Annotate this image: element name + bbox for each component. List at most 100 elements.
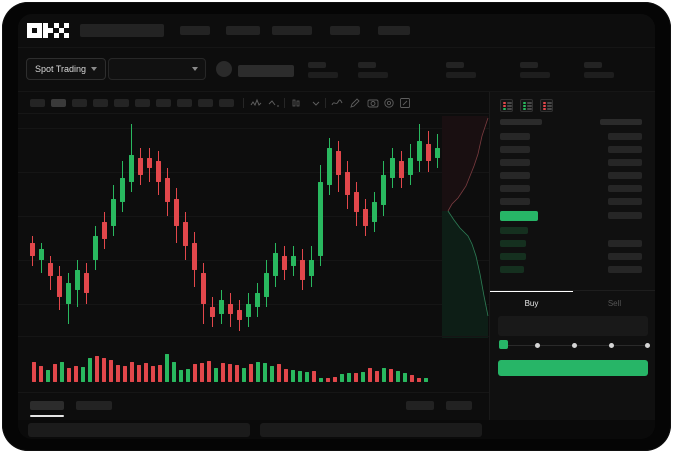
camera-icon[interactable] [367, 97, 379, 109]
volume-bar [403, 373, 407, 382]
orderbook-ask-amount [608, 198, 642, 205]
volume-bar [151, 366, 155, 382]
nav-item-4[interactable] [330, 26, 360, 35]
line-chart-icon[interactable] [331, 97, 343, 109]
volume-bar [263, 363, 267, 382]
volume-bar [312, 371, 316, 382]
orderbook-bids-icon[interactable] [520, 99, 533, 112]
nav-item-3[interactable] [272, 26, 312, 35]
orderbook-ask-amount [608, 133, 642, 140]
orderbook-asks-icon[interactable] [540, 99, 553, 112]
spot-trading-dropdown[interactable]: Spot Trading [26, 58, 107, 80]
tab-open-orders[interactable] [30, 401, 64, 410]
volume-bar [361, 372, 365, 382]
field-amount[interactable] [498, 316, 648, 332]
volume-bar [144, 363, 148, 382]
orderbook-bid-row[interactable] [500, 266, 524, 273]
candlestick-chart[interactable] [18, 114, 489, 334]
pair-select-dropdown[interactable] [108, 58, 206, 80]
action-cancel-all[interactable] [446, 401, 472, 410]
slider-stop-100[interactable] [645, 343, 650, 348]
chart-type-icon[interactable] [268, 97, 280, 109]
buy-sell-tabs: Buy Sell [490, 290, 655, 314]
volume-bar [172, 362, 176, 382]
okx-logo[interactable] [27, 23, 69, 38]
volume-bar [221, 363, 225, 382]
amount-slider-handle[interactable] [499, 340, 508, 349]
orderbook-ask-row[interactable] [500, 198, 530, 205]
pencil-icon[interactable] [349, 97, 361, 109]
orderbook-ask-row[interactable] [500, 133, 530, 140]
tab-order-history[interactable] [76, 401, 112, 410]
nav-item-2[interactable] [226, 26, 260, 35]
chevron-down-icon[interactable] [310, 97, 322, 109]
volume-bar [130, 362, 134, 382]
top-header [18, 14, 655, 48]
settings-icon[interactable] [383, 97, 395, 109]
bottom-block-right[interactable] [260, 423, 482, 437]
chart-toolbar [18, 92, 489, 114]
stat-24h-turnover [584, 62, 614, 78]
nav-item-5[interactable] [378, 26, 410, 35]
timeframe-30m[interactable] [93, 99, 108, 107]
nav-item-1[interactable] [180, 26, 210, 35]
timeframe-1h[interactable] [114, 99, 129, 107]
volume-bar [81, 367, 85, 382]
volume-bar [200, 363, 204, 382]
timeframe-15m[interactable] [72, 99, 87, 107]
slider-stop-25[interactable] [535, 343, 540, 348]
timeframe-5m[interactable] [51, 99, 66, 107]
volume-bar [109, 360, 113, 382]
stat-24h-high [358, 62, 388, 78]
candle-icon[interactable] [290, 97, 302, 109]
volume-bar [158, 365, 162, 382]
fullscreen-icon[interactable] [399, 97, 411, 109]
tab-sell[interactable]: Sell [573, 291, 655, 315]
orderbook-ask-row[interactable] [500, 185, 530, 192]
volume-bar [46, 370, 50, 382]
orderbook-both-icon[interactable] [500, 99, 513, 112]
volume-bar [242, 368, 246, 382]
search-input[interactable] [80, 24, 164, 37]
orderbook-bid-row[interactable] [500, 227, 528, 234]
orderbook-mark-price[interactable] [500, 211, 538, 221]
orderbook-bid-row[interactable] [500, 240, 526, 247]
volume-bar [410, 375, 414, 382]
volume-bar [389, 369, 393, 382]
slider-stop-50[interactable] [572, 343, 577, 348]
orderbook-header-price [500, 119, 542, 125]
volume-bar [340, 374, 344, 382]
volume-bar [207, 361, 211, 382]
action-hide-other-pairs[interactable] [406, 401, 434, 410]
slider-stop-75[interactable] [609, 343, 614, 348]
orderbook-ask-amount [608, 159, 642, 166]
timeframe-1d[interactable] [156, 99, 171, 107]
volume-bar [74, 366, 78, 382]
timeframe-1m[interactable] [30, 99, 45, 107]
volume-bar [179, 370, 183, 382]
orderbook-bid-amount [608, 240, 642, 247]
bottom-bar [18, 420, 655, 439]
place-order-button[interactable] [498, 360, 648, 376]
volume-bar [270, 366, 274, 382]
orderbook-bid-row[interactable] [500, 253, 526, 260]
order-book-panel: Buy Sell [489, 92, 655, 420]
volume-bar [256, 362, 260, 382]
orderbook-ask-row[interactable] [500, 159, 530, 166]
volume-bar [137, 365, 141, 382]
chevron-down-icon [91, 67, 98, 71]
indicators-icon[interactable] [250, 97, 262, 109]
volume-bar [67, 368, 71, 382]
orderbook-ask-row[interactable] [500, 146, 530, 153]
timeframe-4h[interactable] [135, 99, 150, 107]
timeframe-1mo[interactable] [198, 99, 213, 107]
stat-24h-change [308, 62, 338, 78]
timeframe-1w[interactable] [177, 99, 192, 107]
volume-bar [116, 365, 120, 382]
bottom-block-left[interactable] [28, 423, 250, 437]
tab-buy[interactable]: Buy [490, 291, 573, 315]
orderbook-ask-row[interactable] [500, 172, 530, 179]
volume-bar [53, 364, 57, 382]
timeframe-more[interactable] [219, 99, 234, 107]
